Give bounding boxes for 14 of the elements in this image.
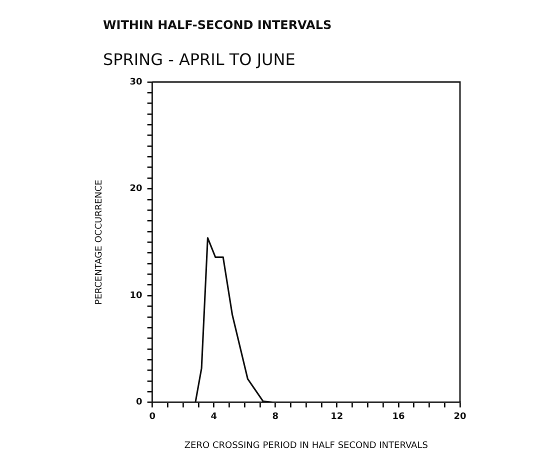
chart-title: WITHIN HALF-SECOND INTERVALS xyxy=(103,18,332,32)
chart-subtitle: SPRING - APRIL TO JUNE xyxy=(103,50,296,69)
y-axis-title: PERCENTAGE OCCURRENCE xyxy=(94,179,105,305)
x-tick-label: 8 xyxy=(272,412,279,422)
x-tick-label: 4 xyxy=(210,412,217,422)
x-tick-label: 0 xyxy=(149,412,156,422)
x-tick-label: 12 xyxy=(330,412,344,422)
y-tick-label: 20 xyxy=(130,184,142,194)
x-axis-title: ZERO CROSSING PERIOD IN HALF SECOND INTERVALS xyxy=(184,440,428,451)
y-tick-label: 10 xyxy=(130,290,142,301)
x-tick-label: 20 xyxy=(454,412,466,422)
y-tick-label: 30 xyxy=(130,77,142,88)
x-tick-label: 16 xyxy=(392,412,405,422)
y-tick-label: 0 xyxy=(136,398,142,408)
